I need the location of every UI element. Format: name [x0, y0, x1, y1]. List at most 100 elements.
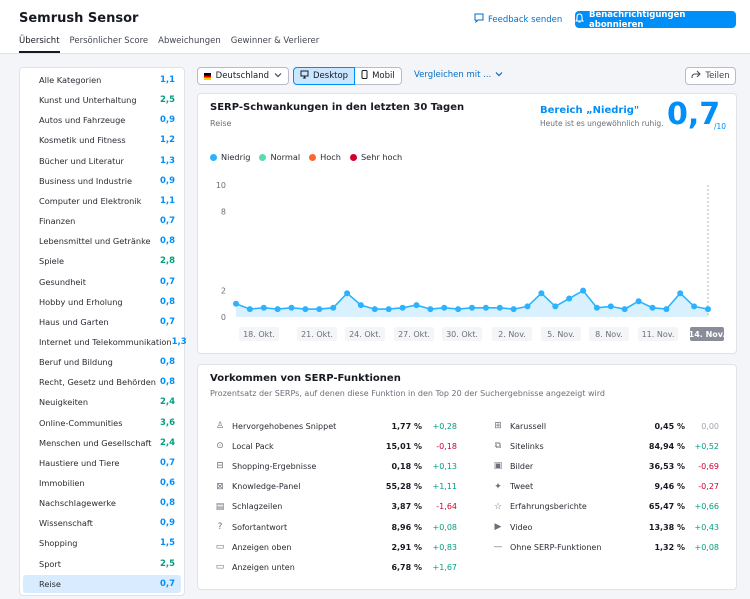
data-point	[705, 306, 711, 313]
video-icon: ▶	[494, 522, 502, 532]
sidebar-item[interactable]: Kosmetik und Fitness 1,2	[23, 131, 181, 149]
sidebar-item[interactable]: Alle Kategorien 1,1	[23, 71, 181, 89]
sidebar-item-label: Haus und Garten	[39, 316, 109, 327]
sidebar-item[interactable]: Kunst und Unterhaltung 2,5	[23, 91, 181, 109]
feature-change: -0,27	[698, 482, 719, 492]
headlines-icon: ▤	[215, 501, 225, 512]
feedback-link[interactable]: Feedback senden	[474, 13, 562, 26]
tab-personal-score[interactable]: Persönlicher Score	[69, 36, 149, 46]
sidebar-item[interactable]: Spiele 2,8	[23, 252, 181, 270]
legend-dot-icon	[259, 153, 267, 161]
sitelinks-icon: ⧉	[494, 441, 502, 452]
tweet-icon: ✦	[494, 481, 502, 492]
feature-change: +0,83	[432, 542, 457, 552]
range-title: Bereich „Niedrig"	[540, 105, 640, 116]
tab-deviations[interactable]: Abweichungen	[158, 36, 221, 46]
sidebar-item[interactable]: Online-Communities 3,6	[23, 414, 181, 432]
x-label-highlight	[690, 327, 724, 341]
compare-dropdown[interactable]: Vergleichen mit ...	[414, 70, 503, 80]
feature-name: Knowledge-Panel	[232, 482, 301, 492]
sidebar-item[interactable]: Recht, Gesetz und Behörden 0,8	[23, 373, 181, 391]
feature-percent: 15,01 %	[385, 441, 422, 451]
sidebar-item[interactable]: Sport 2,5	[23, 555, 181, 573]
phone-icon	[361, 70, 368, 82]
y-tick-label: 8	[221, 207, 226, 216]
feature-name: Schlagzeilen	[232, 502, 283, 512]
sidebar-item-value: 0,6	[159, 478, 175, 488]
sidebar-item-label: Alle Kategorien	[39, 75, 102, 85]
legend-item: Normal	[259, 152, 300, 162]
volatility-chart: 10 8 2 0 18. Okt. 21. Okt. 24. Okt. 27. Okt. 30.…	[216, 181, 725, 341]
sidebar-item[interactable]: Haustiere und Tiere 0,7	[23, 454, 181, 472]
feature-row: ✦ Tweet 9,46 % -0,27	[492, 479, 723, 495]
sidebar-item[interactable]: Bücher und Literatur 1,3	[23, 152, 181, 170]
feature-row: ⧉ Sitelinks 84,94 % +0,52	[492, 438, 723, 454]
share-button[interactable]: Teilen	[685, 67, 736, 85]
sidebar-item-label: Computer und Elektronik	[39, 195, 142, 206]
x-label-bg	[541, 327, 581, 341]
sidebar-item[interactable]: Nachschlagewerke 0,8	[23, 494, 181, 512]
feature-row: ⊟ Shopping-Ergebnisse 0,18 % +0,13	[214, 458, 461, 474]
x-tick-label: 8. Nov.	[595, 330, 623, 339]
sidebar-item-label: Immobilien	[39, 478, 85, 488]
legend-item: Niedrig	[210, 152, 250, 162]
x-tick-label: 27. Okt.	[398, 330, 430, 339]
germany-flag-icon	[204, 72, 211, 80]
sidebar-item[interactable]: Haus und Garten 0,7	[23, 313, 181, 331]
x-tick-label: 24. Okt.	[349, 330, 381, 339]
legend-label: Sehr hoch	[360, 152, 403, 162]
sidebar-item[interactable]: Menschen und Gesellschaft 2,4	[23, 434, 181, 452]
data-point	[441, 304, 448, 311]
feature-name: Sofortantwort	[232, 522, 288, 532]
mobile-button[interactable]: Mobil	[355, 67, 402, 85]
sidebar-item[interactable]: Hobby und Erholung 0,8	[23, 293, 181, 311]
monitor-icon	[300, 70, 309, 82]
sidebar-item[interactable]: Autos und Fahrzeuge 0,9	[23, 111, 181, 129]
feature-percent: 0,18 %	[391, 461, 422, 471]
feature-name: Anzeigen oben	[232, 542, 292, 552]
feature-row: ▣ Bilder 36,53 % -0,69	[492, 458, 723, 474]
sidebar-item[interactable]: Business und Industrie 0,9	[23, 172, 181, 190]
sidebar-item-label: Shopping	[39, 538, 78, 549]
tab-winners-losers[interactable]: Gewinner & Verlierer	[230, 36, 320, 46]
sidebar-item-label: Reise	[39, 578, 61, 589]
data-point	[510, 306, 517, 313]
sidebar-item[interactable]: Computer und Elektronik 1,1	[23, 192, 181, 210]
sidebar-item-value: 1,5	[159, 538, 175, 549]
sidebar-item[interactable]: Shopping 1,5	[23, 534, 181, 552]
x-tick-label: 2. Nov.	[498, 330, 526, 339]
sidebar-item[interactable]: Gesundheit 0,7	[23, 273, 181, 291]
feature-percent: 65,47 %	[648, 502, 685, 512]
sidebar-item[interactable]: Immobilien 0,6	[23, 474, 181, 492]
feature-change: -0,69	[698, 461, 719, 471]
sidebar-item-value: 0,8	[159, 498, 175, 509]
sidebar-item[interactable]: Internet und Telekommunikation 1,3	[23, 333, 187, 351]
desktop-button[interactable]: Desktop	[293, 67, 356, 85]
feature-row: ▤ Schlagzeilen 3,87 % -1,64	[214, 499, 461, 515]
feature-name: Erfahrungsberichte	[510, 502, 587, 512]
feature-change: +0,43	[694, 522, 719, 532]
data-point	[371, 306, 378, 313]
feature-change: 0,00	[701, 421, 719, 431]
x-tick-label: 18. Okt.	[243, 330, 275, 339]
data-point	[260, 304, 267, 311]
subscribe-button[interactable]: Benachrichtigungen abonnieren	[574, 10, 736, 30]
sidebar-item[interactable]: Reise 0,7	[23, 574, 181, 593]
feature-name: Local Pack	[232, 441, 274, 451]
sidebar-item[interactable]: Beruf und Bildung 0,8	[23, 353, 181, 371]
data-point	[469, 304, 475, 311]
sidebar-item[interactable]: Lebensmittel und Getränke 0,8	[23, 232, 181, 250]
data-point	[635, 298, 642, 305]
sidebar-item-value: 2,5	[159, 95, 175, 106]
x-tick-label: 11. Nov.	[642, 330, 675, 339]
feature-name: Bilder	[510, 461, 534, 471]
tab-overview[interactable]: Übersicht	[19, 36, 60, 53]
sidebar-item[interactable]: Finanzen 0,7	[23, 212, 181, 230]
country-select[interactable]: Deutschland	[197, 67, 289, 85]
sidebar-item[interactable]: Neuigkeiten 2,4	[23, 393, 181, 411]
y-tick-label: 10	[216, 181, 226, 190]
data-point	[649, 304, 656, 311]
feature-percent: 1,32 %	[654, 542, 685, 552]
feature-row: ⊠ Knowledge-Panel 55,28 % +1,11	[214, 479, 461, 495]
sidebar-item[interactable]: Wissenschaft 0,9	[23, 514, 181, 532]
